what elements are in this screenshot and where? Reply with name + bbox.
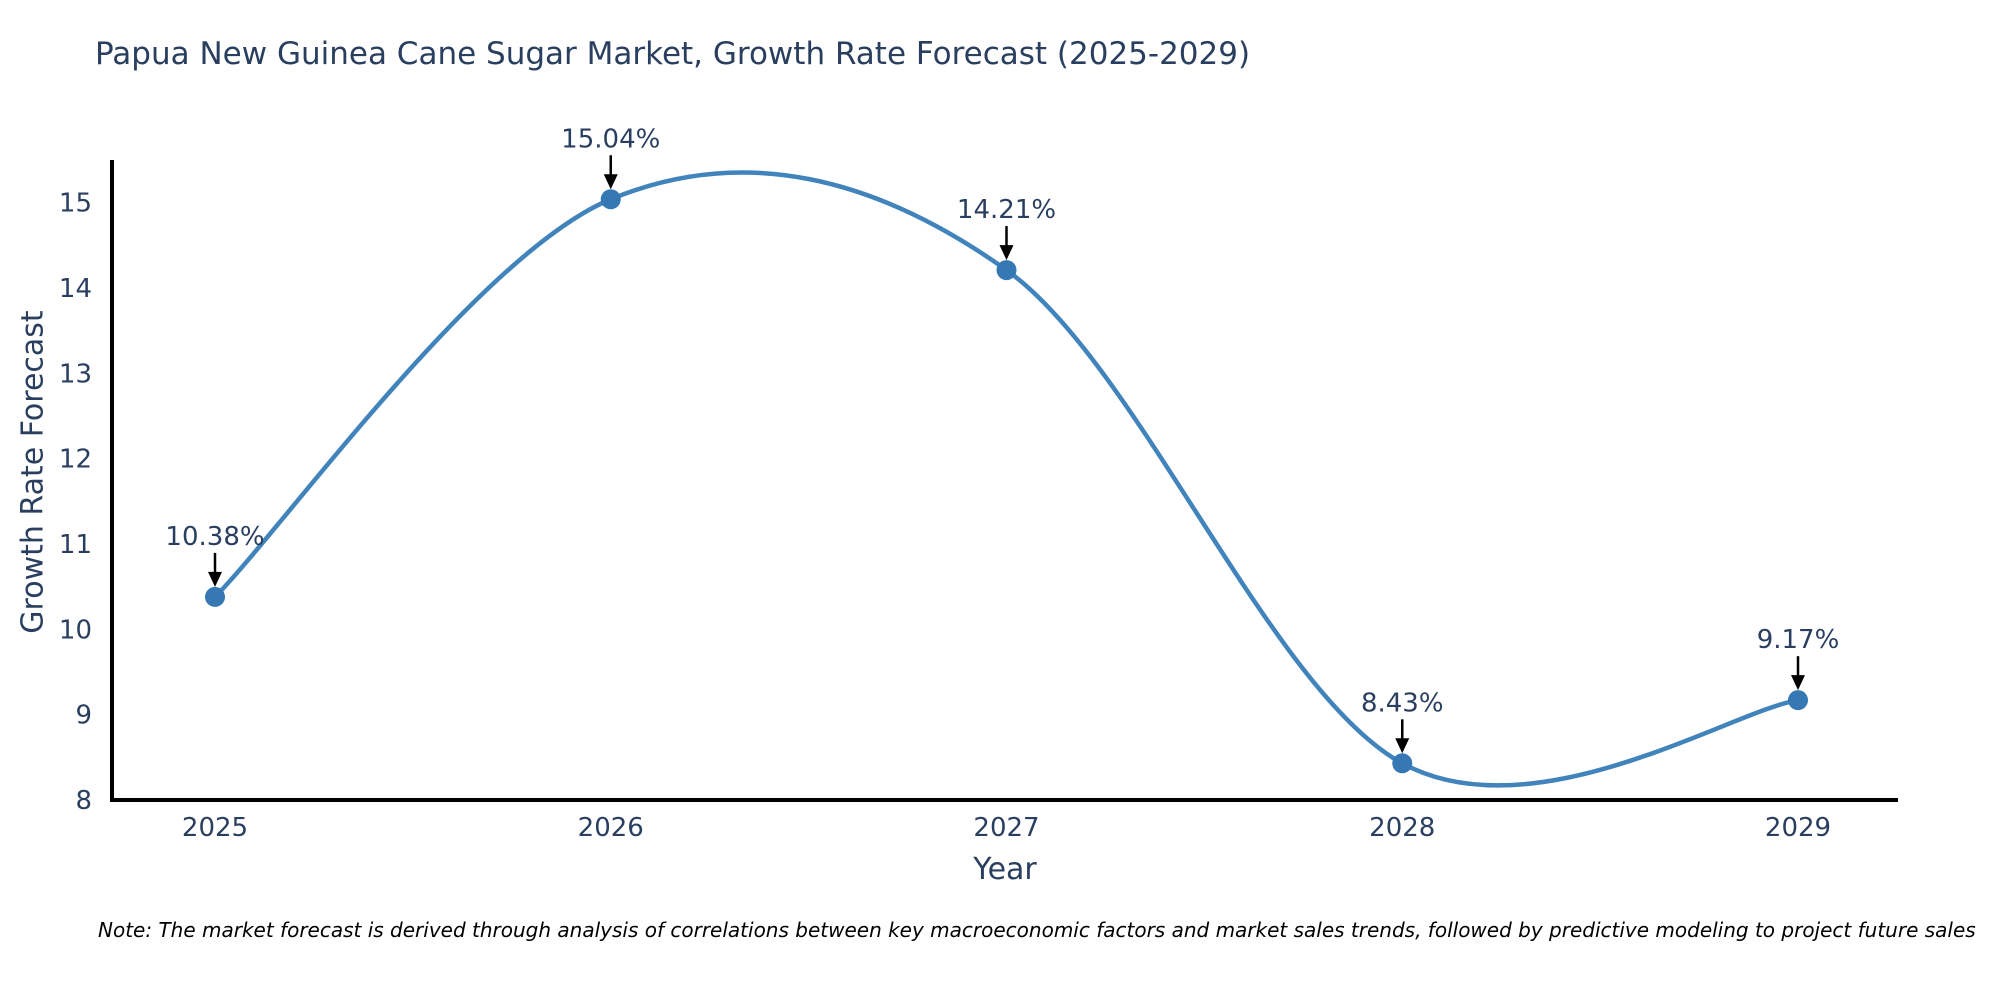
axis-lines bbox=[110, 160, 1898, 802]
annotation-label: 14.21% bbox=[957, 195, 1056, 225]
x-tick-label: 2027 bbox=[973, 813, 1039, 843]
y-tick-label: 11 bbox=[59, 530, 92, 560]
y-tick-label: 13 bbox=[59, 359, 92, 389]
annotation-arrowhead bbox=[1395, 738, 1410, 754]
x-axis-title: Year bbox=[973, 852, 1037, 887]
data-point bbox=[996, 260, 1017, 281]
annotation-arrowhead bbox=[1791, 675, 1805, 691]
chart-title: Papua New Guinea Cane Sugar Market, Grow… bbox=[95, 36, 1251, 72]
y-tick-label: 10 bbox=[59, 615, 92, 645]
y-tick-label: 9 bbox=[75, 701, 92, 731]
x-tick-label: 2026 bbox=[578, 813, 644, 843]
footnote: Note: The market forecast is derived thr… bbox=[98, 918, 1976, 942]
data-point bbox=[1392, 753, 1413, 774]
y-tick-label: 8 bbox=[75, 786, 92, 816]
data-point bbox=[600, 189, 621, 210]
y-tick-label: 12 bbox=[59, 445, 92, 475]
annotation-arrowhead bbox=[999, 245, 1014, 261]
x-tick-label: 2029 bbox=[1765, 813, 1831, 843]
annotation-label: 8.43% bbox=[1361, 688, 1444, 718]
data-point bbox=[1788, 690, 1808, 711]
annotation-arrowhead bbox=[603, 174, 618, 190]
x-tick-label: 2028 bbox=[1369, 813, 1435, 843]
annotation-label: 9.17% bbox=[1757, 625, 1840, 655]
x-tick-label: 2025 bbox=[182, 813, 248, 843]
annotation-label: 15.04% bbox=[561, 124, 660, 154]
annotation-label: 10.38% bbox=[165, 522, 264, 552]
annotation-arrowhead bbox=[208, 571, 222, 587]
data-point bbox=[205, 586, 225, 607]
y-tick-label: 15 bbox=[59, 189, 92, 219]
y-tick-label: 14 bbox=[59, 274, 92, 304]
